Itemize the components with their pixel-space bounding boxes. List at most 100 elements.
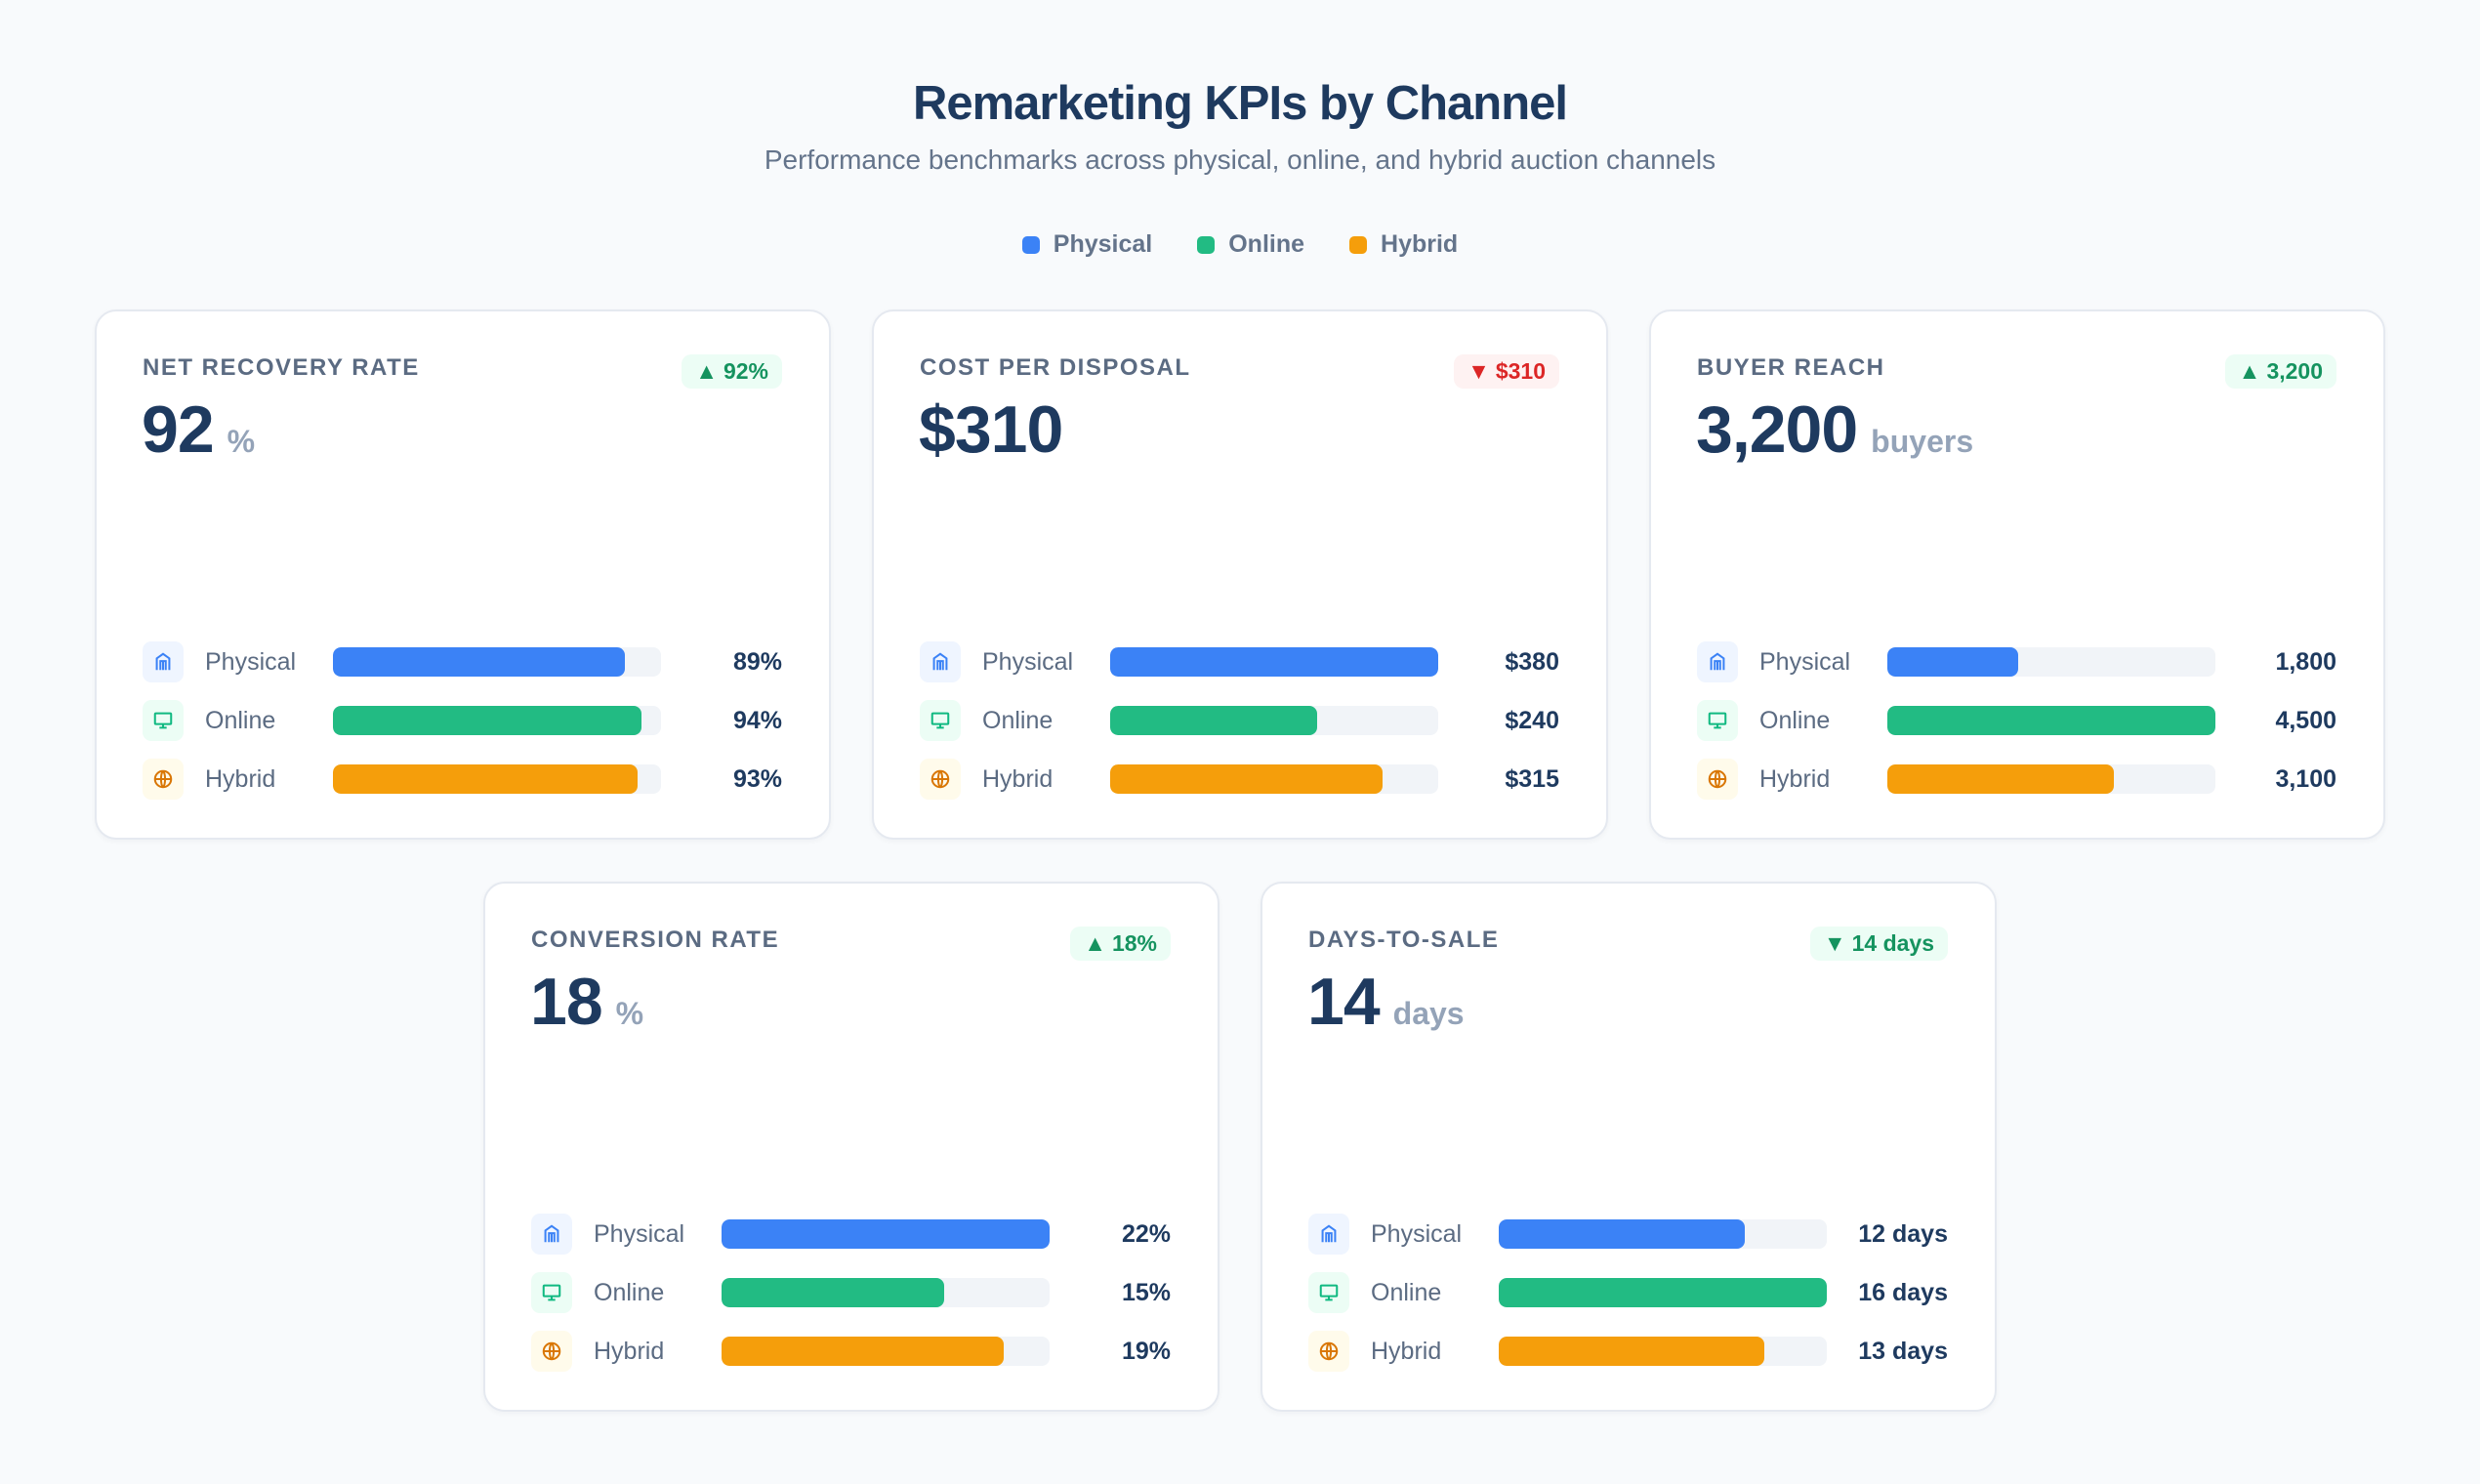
bar-track	[333, 647, 661, 677]
kpi-value: 3,200 buyers	[1696, 392, 1973, 468]
bar-hybrid	[722, 1337, 1004, 1366]
badge-value: 14 days	[1851, 930, 1934, 956]
monitor-icon	[920, 700, 961, 741]
channel-label: Physical	[594, 1219, 685, 1248]
legend-swatch	[1021, 235, 1040, 254]
kpi-value: 18%	[530, 964, 643, 1040]
bar-physical	[1887, 647, 2019, 677]
kpi-label: COST PER DISPOSAL	[920, 354, 1191, 381]
building-icon	[143, 641, 184, 682]
channel-value: 19%	[1121, 1337, 1171, 1365]
bar-physical	[1499, 1219, 1745, 1249]
arrow-up-icon: ▲	[2238, 358, 2261, 384]
globe-icon	[531, 1331, 572, 1372]
building-icon	[531, 1214, 572, 1255]
badge-value: $310	[1495, 358, 1546, 384]
legend-item: Physical	[1021, 230, 1153, 259]
bar-track	[1499, 1337, 1827, 1366]
channel-value: 1,800	[2275, 647, 2336, 676]
building-icon	[920, 641, 961, 682]
channel-label: Hybrid	[982, 764, 1054, 793]
channel-label: Online	[205, 706, 276, 734]
channel-label: Hybrid	[594, 1337, 665, 1365]
kpi-value: $310	[919, 392, 1076, 468]
bar-track	[1887, 706, 2215, 735]
channel-value: 3,100	[2275, 764, 2336, 793]
channel-row: Physical 1,800	[1697, 641, 2336, 682]
kpi-card: DAYS-TO-SALE ▼ 14 days 14 days Physical 12…	[1261, 882, 1997, 1412]
kpi-number: 3,200	[1696, 392, 1858, 467]
channel-label: Hybrid	[1759, 764, 1831, 793]
bar-physical	[1110, 647, 1438, 677]
legend-label: Online	[1228, 230, 1305, 258]
channel-row: Online 16 days	[1308, 1272, 1948, 1313]
channel-label: Online	[1371, 1278, 1442, 1306]
bar-hybrid	[1887, 764, 2114, 794]
channel-value: 93%	[732, 764, 782, 793]
channel-row: Physical 12 days	[1308, 1214, 1948, 1255]
channel-label: Physical	[1371, 1219, 1463, 1248]
kpi-unit: %	[615, 996, 644, 1031]
channel-value: 4,500	[2275, 706, 2336, 734]
channel-value: $315	[1505, 764, 1559, 793]
bar-track	[333, 764, 661, 794]
bar-online	[1110, 706, 1317, 735]
trend-badge: ▼ $310	[1454, 354, 1559, 389]
trend-badge: ▼ 14 days	[1809, 927, 1948, 961]
channel-value: 89%	[732, 647, 782, 676]
channel-label: Online	[1759, 706, 1831, 734]
channel-label: Hybrid	[1371, 1337, 1442, 1365]
legend-item: Online	[1197, 230, 1304, 259]
kpi-card: COST PER DISPOSAL ▼ $310 $310 Physical $3…	[872, 309, 1608, 840]
kpi-card: NET RECOVERY RATE ▲ 92% 92% Physical 89% …	[95, 309, 831, 840]
kpi-number: 18	[530, 965, 603, 1039]
legend-label: Physical	[1053, 230, 1153, 258]
kpi-label: BUYER REACH	[1697, 354, 1885, 381]
arrow-down-icon: ▼	[1823, 930, 1846, 956]
legend-item: Hybrid	[1349, 230, 1458, 259]
badge-value: 92%	[723, 358, 768, 384]
globe-icon	[920, 759, 961, 800]
channel-row: Online $240	[920, 700, 1559, 741]
monitor-icon	[1308, 1272, 1349, 1313]
kpi-label: NET RECOVERY RATE	[143, 354, 420, 381]
channel-row: Physical $380	[920, 641, 1559, 682]
trend-badge: ▲ 18%	[1070, 927, 1171, 961]
kpi-unit: buyers	[1871, 424, 1974, 459]
trend-badge: ▲ 3,200	[2224, 354, 2336, 389]
kpi-number: 14	[1307, 965, 1381, 1039]
globe-icon	[143, 759, 184, 800]
building-icon	[1308, 1214, 1349, 1255]
bar-hybrid	[333, 764, 639, 794]
kpi-value: 92%	[142, 392, 255, 468]
channel-label: Physical	[205, 647, 297, 676]
channel-row: Physical 22%	[531, 1214, 1171, 1255]
bar-track	[722, 1219, 1050, 1249]
channel-row: Online 94%	[143, 700, 782, 741]
channel-value: 15%	[1121, 1278, 1171, 1306]
channel-label: Physical	[982, 647, 1074, 676]
bar-hybrid	[1110, 764, 1383, 794]
bar-online	[1499, 1278, 1827, 1307]
channel-value: 12 days	[1858, 1219, 1948, 1248]
arrow-down-icon: ▼	[1467, 358, 1490, 384]
channel-label: Online	[982, 706, 1054, 734]
kpi-number: 92	[142, 392, 215, 467]
bar-online	[1887, 706, 2215, 735]
channel-label: Hybrid	[205, 764, 276, 793]
globe-icon	[1308, 1331, 1349, 1372]
kpi-card: BUYER REACH ▲ 3,200 3,200 buyers Physical …	[1649, 309, 2385, 840]
monitor-icon	[143, 700, 184, 741]
badge-value: 18%	[1111, 930, 1157, 956]
bar-track	[1110, 647, 1438, 677]
bar-track	[1887, 647, 2215, 677]
bar-physical	[333, 647, 626, 677]
building-icon	[1697, 641, 1738, 682]
kpi-label: DAYS-TO-SALE	[1308, 927, 1500, 953]
kpi-card: CONVERSION RATE ▲ 18% 18% Physical 22% On…	[483, 882, 1219, 1412]
monitor-icon	[531, 1272, 572, 1313]
channel-row: Hybrid 13 days	[1308, 1331, 1948, 1372]
bar-track	[1110, 706, 1438, 735]
bar-track	[1110, 764, 1438, 794]
legend-label: Hybrid	[1381, 230, 1459, 258]
